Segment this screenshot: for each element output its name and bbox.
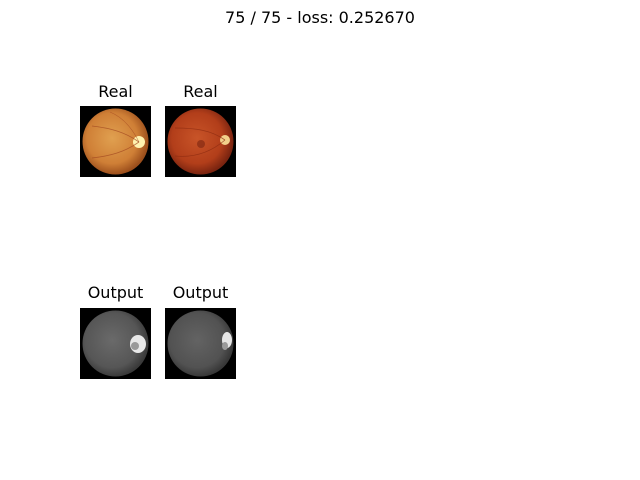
- panel-title-output-2: Output: [172, 283, 229, 302]
- real-fundus-image-1: [80, 106, 151, 177]
- output-image-2: [165, 308, 236, 379]
- panel-title-output-1: Output: [87, 283, 144, 302]
- panel-title-real-2: Real: [183, 82, 218, 101]
- real-fundus-image-2: [165, 106, 236, 177]
- output-graphic-1: [82, 310, 149, 377]
- panel-title-real-1: Real: [98, 82, 133, 101]
- figure-title: 75 / 75 - loss: 0.252670: [225, 8, 415, 27]
- output-image-1: [80, 308, 151, 379]
- real-fundus-graphic-2: [167, 108, 234, 175]
- real-fundus-graphic-1: [82, 108, 149, 175]
- output-graphic-2: [167, 310, 234, 377]
